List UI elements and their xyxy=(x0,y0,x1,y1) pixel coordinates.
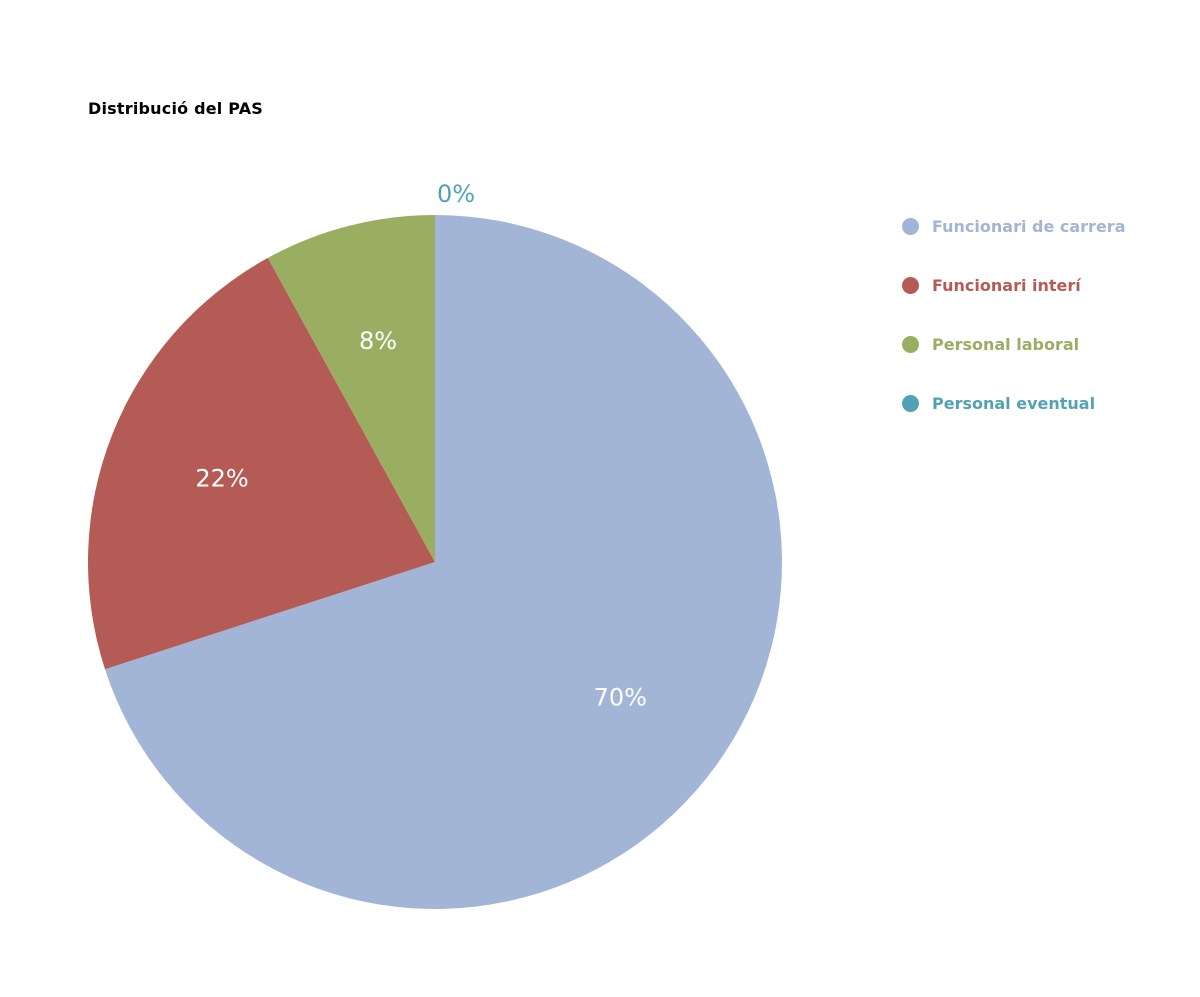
pie-slice-labels: 70% 22% 8% 0% xyxy=(195,180,647,712)
legend-label: Personal eventual xyxy=(932,394,1096,413)
pie-slices xyxy=(87,215,782,909)
chart-title: Distribució del PAS xyxy=(88,99,264,118)
legend-label: Personal laboral xyxy=(932,335,1080,354)
legend-item[interactable]: Funcionari de carrera xyxy=(902,215,1182,274)
legend-marker-icon xyxy=(902,277,919,294)
legend-label: Funcionari de carrera xyxy=(932,217,1126,236)
pie-slice-label-0: 70% xyxy=(594,684,647,712)
pie-slice-label-3: 0% xyxy=(437,180,475,208)
pie-slice-1[interactable] xyxy=(87,257,435,670)
chart-legend: Funcionari de carrera Funcionari interí Pe… xyxy=(902,215,1182,451)
pie-slice-2[interactable] xyxy=(267,215,435,562)
legend-item[interactable]: Funcionari interí xyxy=(902,274,1182,333)
legend-item[interactable]: Personal laboral xyxy=(902,333,1182,392)
legend-label: Funcionari interí xyxy=(932,276,1081,295)
legend-marker-icon xyxy=(902,336,919,353)
legend-marker-icon xyxy=(902,395,919,412)
pie-slice-0[interactable] xyxy=(104,215,782,909)
legend-item[interactable]: Personal eventual xyxy=(902,392,1182,451)
legend-marker-icon xyxy=(902,218,919,235)
pie-slice-label-2: 8% xyxy=(359,327,397,355)
pie-slice-label-1: 22% xyxy=(195,465,248,493)
